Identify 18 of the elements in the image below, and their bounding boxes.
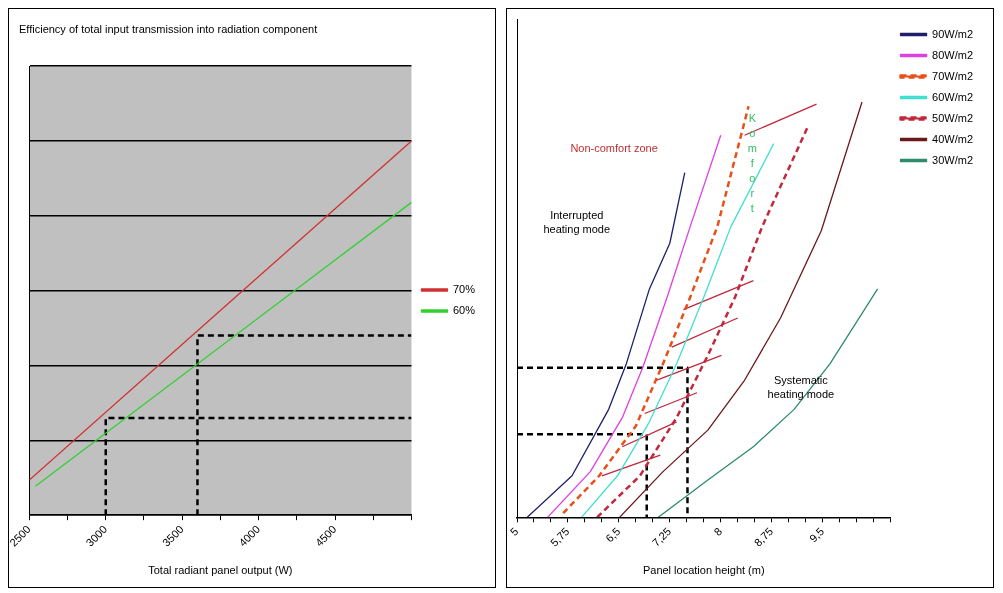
annotation: Non-comfort zone: [570, 141, 658, 154]
x-axis-title: Total radiant panel output (W): [148, 564, 293, 577]
x-tick-label: 5: [507, 525, 521, 538]
legend-label: 60%: [452, 304, 476, 317]
legend-label: 30W/m2: [932, 153, 974, 166]
legend-label: 50W/m2: [932, 111, 974, 124]
legend-label: 40W/m2: [932, 132, 974, 145]
x-tick-label: 8: [711, 525, 725, 538]
legend-label: 90W/m2: [932, 27, 974, 40]
legend-label: 70%: [452, 283, 476, 296]
chart-title: Efficiency of total input transmission into radiation component: [19, 22, 318, 35]
legend-label: 80W/m2: [932, 48, 974, 61]
legend-label: 70W/m2: [932, 69, 974, 82]
annotation: Interrupted heating mode: [543, 209, 611, 236]
x-tick-label: 9,5: [806, 525, 827, 545]
legend-label: 60W/m2: [932, 90, 974, 103]
x-axis-title: Panel location height (m): [642, 564, 765, 577]
x-tick-label: 6,5: [603, 525, 623, 545]
